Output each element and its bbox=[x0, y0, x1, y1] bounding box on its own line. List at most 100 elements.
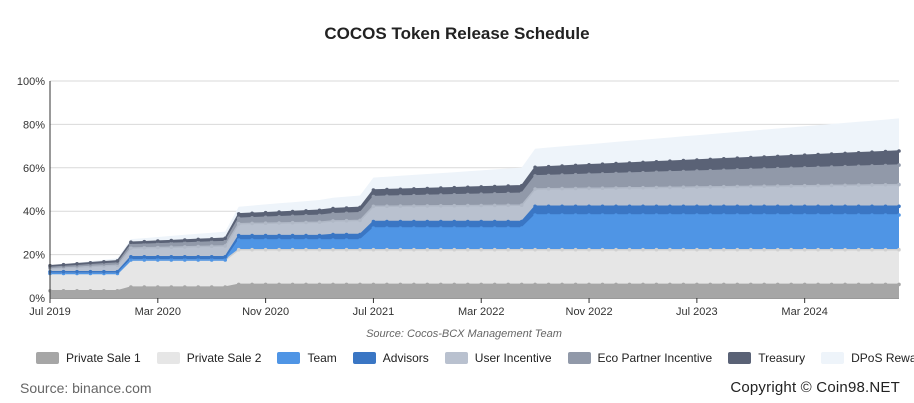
series-line-advisors bbox=[50, 205, 899, 273]
data-point bbox=[627, 213, 632, 217]
data-point bbox=[897, 163, 901, 167]
data-point bbox=[708, 282, 713, 287]
data-point bbox=[61, 289, 66, 293]
data-point bbox=[317, 208, 322, 213]
data-point bbox=[533, 282, 537, 287]
data-point bbox=[749, 204, 753, 209]
series-area-team bbox=[50, 215, 899, 274]
data-point bbox=[304, 238, 308, 242]
data-point bbox=[883, 247, 888, 252]
data-point bbox=[398, 194, 403, 198]
data-point bbox=[641, 185, 645, 190]
data-point bbox=[479, 247, 484, 252]
data-point bbox=[129, 246, 133, 250]
data-point bbox=[223, 236, 227, 241]
data-point bbox=[735, 168, 740, 172]
data-point bbox=[722, 184, 726, 189]
data-point bbox=[533, 213, 537, 217]
data-point bbox=[573, 213, 578, 217]
data-point bbox=[506, 184, 511, 188]
data-point bbox=[587, 213, 591, 217]
chart-legend: Private Sale 1 Private Sale 2 Team Advisors… bbox=[36, 351, 914, 365]
data-point bbox=[816, 183, 820, 188]
data-point bbox=[668, 204, 672, 209]
data-point bbox=[263, 210, 268, 215]
data-point bbox=[492, 226, 497, 230]
data-point bbox=[775, 282, 780, 287]
data-point bbox=[681, 247, 686, 252]
data-point bbox=[735, 156, 740, 160]
data-point bbox=[304, 209, 308, 213]
legend-item[interactable]: Team bbox=[277, 351, 337, 365]
data-point bbox=[317, 233, 322, 238]
data-point bbox=[816, 247, 820, 252]
data-point bbox=[412, 219, 416, 224]
legend-item[interactable]: Treasury bbox=[728, 351, 805, 365]
legend-label: Treasury bbox=[758, 351, 806, 365]
data-point bbox=[169, 258, 174, 262]
series-areas bbox=[50, 118, 899, 298]
data-point bbox=[722, 168, 726, 173]
data-point bbox=[506, 219, 511, 224]
y-tick-label: 20% bbox=[23, 250, 45, 262]
data-point bbox=[762, 184, 766, 188]
data-point bbox=[546, 247, 551, 252]
data-point bbox=[614, 204, 618, 209]
data-point bbox=[344, 282, 349, 287]
data-point bbox=[802, 153, 807, 157]
series-line-private-sale-1 bbox=[50, 283, 899, 292]
data-point bbox=[856, 204, 861, 209]
legend-item[interactable]: Private Sale 2 bbox=[156, 351, 261, 365]
data-point bbox=[587, 204, 591, 209]
data-point bbox=[398, 219, 403, 224]
data-point bbox=[762, 167, 766, 171]
data-point bbox=[263, 233, 268, 238]
data-point bbox=[183, 285, 187, 289]
legend-item[interactable]: User Incentive bbox=[444, 351, 552, 365]
data-point bbox=[546, 204, 551, 209]
data-point bbox=[385, 194, 389, 199]
data-point bbox=[506, 226, 511, 230]
data-point bbox=[479, 203, 484, 208]
data-point bbox=[277, 247, 281, 252]
data-point bbox=[802, 213, 807, 217]
data-point bbox=[587, 186, 591, 191]
data-point bbox=[600, 186, 605, 190]
data-point bbox=[452, 247, 457, 252]
legend-item[interactable]: DPoS Reward bbox=[821, 351, 914, 365]
data-point bbox=[533, 174, 537, 178]
data-point bbox=[196, 240, 200, 245]
data-point bbox=[88, 261, 93, 265]
data-point bbox=[641, 282, 645, 287]
data-point bbox=[479, 185, 484, 189]
data-point bbox=[654, 282, 659, 287]
legend-item[interactable]: Eco Partner Incentive bbox=[567, 351, 712, 365]
data-point bbox=[479, 192, 484, 196]
data-point bbox=[843, 282, 847, 287]
data-point bbox=[762, 213, 766, 217]
data-point bbox=[600, 172, 605, 176]
data-point bbox=[789, 247, 793, 252]
data-point bbox=[156, 254, 160, 259]
data-point bbox=[870, 183, 874, 187]
data-point bbox=[196, 285, 200, 289]
data-point bbox=[398, 247, 403, 252]
data-point bbox=[870, 204, 874, 209]
data-point bbox=[654, 213, 659, 217]
data-point bbox=[533, 187, 537, 191]
data-point bbox=[102, 289, 106, 293]
data-point bbox=[115, 289, 120, 293]
legend-item[interactable]: Advisors bbox=[352, 351, 429, 365]
data-point bbox=[129, 285, 133, 289]
data-point bbox=[560, 173, 564, 177]
data-point bbox=[654, 170, 659, 175]
data-point bbox=[560, 186, 564, 191]
data-point bbox=[749, 167, 753, 172]
data-point bbox=[115, 269, 120, 274]
data-point bbox=[223, 239, 227, 244]
chart-title: COCOS Token Release Schedule bbox=[324, 24, 590, 43]
data-point bbox=[439, 247, 443, 252]
legend-item[interactable]: Private Sale 1 bbox=[36, 351, 141, 365]
data-point bbox=[506, 203, 511, 208]
data-point bbox=[722, 157, 726, 161]
